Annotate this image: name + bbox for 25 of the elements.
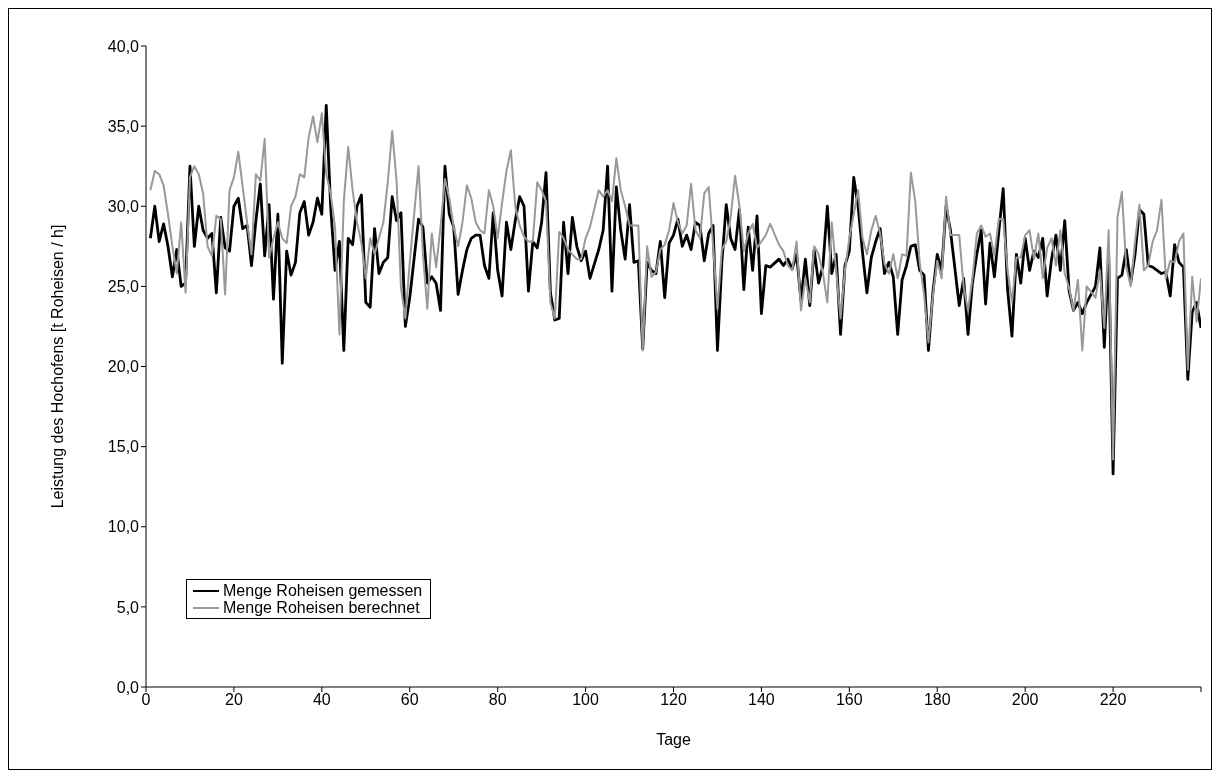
x-tick-label: 60	[400, 691, 419, 709]
x-tick-label: 40	[312, 691, 331, 709]
legend-label: Menge Roheisen gemessen	[223, 582, 423, 599]
legend-label: Menge Roheisen berechnet	[223, 599, 420, 616]
x-tick-label: 200	[1011, 691, 1039, 709]
x-tick-label: 160	[835, 691, 863, 709]
x-tick-label: 180	[923, 691, 951, 709]
y-tick-label: 5,0	[116, 598, 140, 616]
x-tick-label: 80	[488, 691, 507, 709]
x-tick-label: 20	[225, 691, 243, 709]
y-tick-label: 20,0	[107, 358, 140, 376]
x-tick-label: 120	[660, 691, 687, 709]
y-tick-label: 10,0	[107, 518, 140, 536]
x-tick-label: 0	[141, 691, 151, 709]
y-tick-label: 40,0	[107, 37, 140, 55]
x-tick-label: 100	[572, 691, 600, 709]
y-tick-label: 30,0	[107, 197, 140, 215]
y-tick-label: 25,0	[107, 278, 140, 296]
x-tick-label: 140	[748, 691, 775, 709]
x-axis-title: Tage	[656, 731, 691, 748]
y-tick-label: 35,0	[107, 117, 140, 135]
y-tick-label: 15,0	[107, 438, 140, 456]
x-tick-label: 220	[1099, 691, 1127, 709]
y-tick-label: 0,0	[116, 678, 140, 696]
y-axis-title: Leistung des Hochofens [t Roheisen / h]	[48, 224, 66, 509]
